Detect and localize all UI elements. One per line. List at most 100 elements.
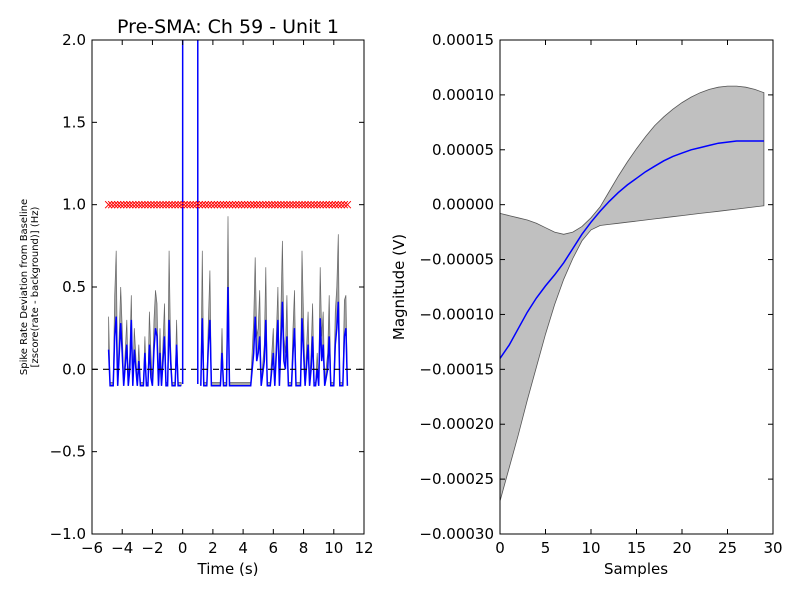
spike-marker xyxy=(213,200,222,209)
y-tick-label: 1.0 xyxy=(62,196,86,214)
y-tick-label: −0.00025 xyxy=(419,470,494,488)
spike-marker xyxy=(125,200,134,209)
right-x-ticks: 0 5 10 15 20 25 30 xyxy=(495,40,783,557)
y-tick-label: 0.5 xyxy=(62,278,86,296)
spike-marker xyxy=(328,200,337,209)
spike-marker xyxy=(283,200,291,209)
right-panel: 0 5 10 15 20 25 30 −0.00030−0.00025−0.00020−0.… xyxy=(390,31,783,578)
y-tick-label: 0.00015 xyxy=(432,31,494,49)
y-tick-label: −0.00020 xyxy=(419,415,494,433)
spike-marker xyxy=(147,200,155,209)
spike-marker xyxy=(110,200,119,209)
spike-marker xyxy=(156,200,164,209)
spike-marker xyxy=(304,200,312,209)
spike-marker xyxy=(122,200,131,209)
spike-marker xyxy=(165,200,173,209)
spike-marker xyxy=(107,200,116,209)
left-x-ticks: −6 −4 −2 0 2 4 6 8 10 12 xyxy=(81,40,374,557)
y-tick-label: −0.5 xyxy=(50,443,86,461)
spike-marker xyxy=(195,200,204,209)
spike-marker xyxy=(337,200,346,209)
spike-marker xyxy=(267,200,276,209)
spike-marker xyxy=(131,200,140,209)
x-tick-label: −2 xyxy=(141,539,163,557)
spike-marker xyxy=(252,200,261,209)
spike-marker xyxy=(249,200,258,209)
spike-marker xyxy=(264,200,273,209)
spike-marker xyxy=(204,200,213,209)
x-tick-label: −6 xyxy=(81,539,103,557)
spike-marker xyxy=(261,200,270,209)
spike-marker xyxy=(310,200,318,209)
y-tick-label: 0.00000 xyxy=(432,196,494,214)
spike-marker xyxy=(340,200,349,209)
spike-marker xyxy=(183,200,192,209)
spike-marker xyxy=(307,200,315,209)
spike-marker xyxy=(255,200,264,209)
spike-marker xyxy=(207,200,216,209)
spike-marker xyxy=(295,200,303,209)
spike-marker xyxy=(138,200,146,209)
spike-marker xyxy=(119,200,128,209)
spike-marker xyxy=(150,200,158,209)
x-tick-label: 5 xyxy=(541,539,551,557)
spike-marker xyxy=(331,200,340,209)
x-tick-label: 8 xyxy=(299,539,309,557)
spike-marker xyxy=(225,200,234,209)
x-tick-label: 30 xyxy=(763,539,782,557)
x-tick-label: 10 xyxy=(581,539,600,557)
x-tick-label: 2 xyxy=(208,539,218,557)
right-y-ticks: −0.00030 −0.00025 −0.00020 −0.00015 −0.00010… xyxy=(419,31,773,543)
spike-marker xyxy=(162,200,170,209)
spike-marker xyxy=(277,200,285,209)
spike-marker xyxy=(128,200,137,209)
spike-marker xyxy=(116,200,125,209)
left-spike-markers xyxy=(104,200,352,209)
spike-marker xyxy=(177,200,186,209)
y-tick-label: 2.0 xyxy=(62,31,86,49)
y-tick-label: 0.0 xyxy=(62,360,86,378)
spike-marker xyxy=(286,200,294,209)
x-tick-label: 25 xyxy=(718,539,737,557)
spike-marker xyxy=(258,200,267,209)
spike-marker xyxy=(231,200,240,209)
left-title: Pre-SMA: Ch 59 - Unit 1 xyxy=(117,16,339,38)
y-tick-label: −0.00005 xyxy=(419,251,494,269)
spike-marker xyxy=(144,200,152,209)
spike-marker xyxy=(216,200,225,209)
y-tick-label: −0.00015 xyxy=(419,360,494,378)
spike-marker xyxy=(171,200,179,209)
right-std-band xyxy=(499,85,765,502)
left-panel: Pre-SMA: Ch 59 - Unit 1 −6 −4 −2 0 2 4 6 8 10 12 … xyxy=(19,16,374,578)
x-tick-label: 0 xyxy=(495,539,505,557)
spike-marker xyxy=(186,200,195,209)
spike-marker xyxy=(334,200,343,209)
x-tick-label: 10 xyxy=(324,539,343,557)
spike-marker xyxy=(180,200,189,209)
spike-marker xyxy=(289,200,297,209)
spike-marker xyxy=(240,200,249,209)
left-event-lines xyxy=(181,40,199,384)
spike-marker xyxy=(134,200,143,209)
spike-marker xyxy=(292,200,300,209)
spike-marker xyxy=(234,200,243,209)
left-y-axis-label-line2: [zscore(rate - background)] (Hz) xyxy=(30,206,41,367)
spike-marker xyxy=(159,200,167,209)
x-tick-label: 12 xyxy=(354,539,373,557)
spike-marker xyxy=(343,200,352,209)
spike-marker xyxy=(246,200,255,209)
spike-marker xyxy=(210,200,219,209)
spike-marker xyxy=(274,200,282,209)
x-tick-label: 15 xyxy=(627,539,646,557)
spike-marker xyxy=(141,200,149,209)
y-tick-label: −1.0 xyxy=(50,525,86,543)
y-tick-label: −0.00030 xyxy=(419,525,494,543)
spike-marker xyxy=(313,200,322,209)
spike-marker xyxy=(192,200,201,209)
y-tick-label: 1.5 xyxy=(62,113,86,131)
left-x-axis-label: Time (s) xyxy=(197,560,259,578)
spike-marker xyxy=(319,200,328,209)
spike-marker xyxy=(228,200,237,209)
spike-marker xyxy=(322,200,331,209)
